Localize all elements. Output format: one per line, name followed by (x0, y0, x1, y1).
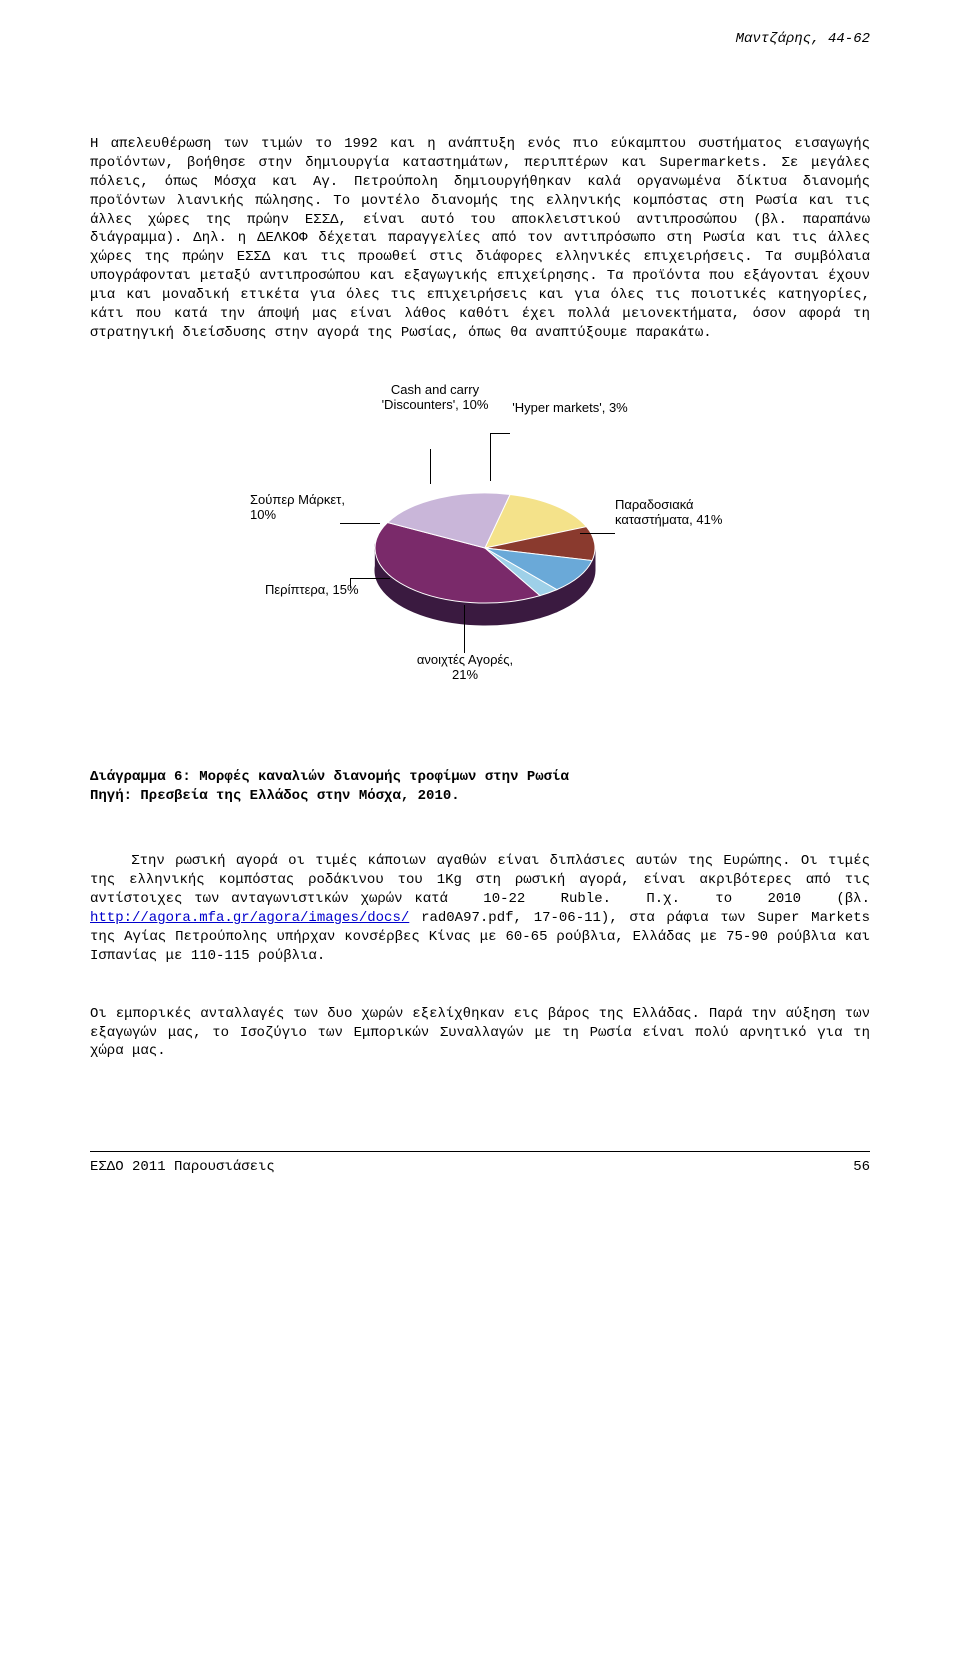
leader-line (350, 578, 390, 579)
leader-line (580, 533, 615, 534)
paragraph-2a: Στην ρωσική αγορά οι τιμές κάποιων αγαθώ… (90, 853, 878, 907)
chart-caption-title: Διάγραμμα 6: Μορφές καναλιών διανομής τρ… (90, 768, 870, 787)
running-header: Μαντζάρης, 44-62 (736, 30, 870, 49)
page: Μαντζάρης, 44-62 Η απελευθέρωση των τιμώ… (0, 0, 960, 1224)
leader-line (350, 578, 351, 588)
page-footer: ΕΣΔΟ 2011 Παρουσιάσεις 56 (90, 1151, 870, 1184)
paragraph-2: Στην ρωσική αγορά οι τιμές κάποιων αγαθώ… (90, 834, 870, 985)
source-link[interactable]: http://agora.mfa.gr/agora/images/docs/ (90, 910, 409, 926)
pie-label-traditional: Παραδοσιακά καταστήματα, 41% (615, 498, 755, 528)
leader-line (490, 433, 510, 434)
pie-label-open-markets: ανοιχτές Αγορές, 21% (405, 653, 525, 683)
pie-label-kiosks: Περίπτερα, 15% (265, 583, 375, 598)
pie-label-supermarket: Σούπερ Μάρκετ, 10% (250, 493, 360, 523)
chart-caption-source: Πηγή: Πρεσβεία της Ελλάδος στην Μόσχα, 2… (90, 787, 870, 806)
pie-label-discounters: Cash and carry 'Discounters', 10% (375, 383, 495, 413)
leader-line (490, 433, 491, 481)
footer-left: ΕΣΔΟ 2011 Παρουσιάσεις (90, 1158, 275, 1177)
pie-chart-canvas: Παραδοσιακά καταστήματα, 41% ανοιχτές Αγ… (220, 383, 740, 713)
paragraph-3: Οι εμπορικές ανταλλαγές των δυο χωρών εξ… (90, 1005, 870, 1062)
pie-chart: Παραδοσιακά καταστήματα, 41% ανοιχτές Αγ… (220, 383, 740, 713)
pie-label-hypermarkets: 'Hyper markets', 3% (510, 401, 630, 416)
leader-line (430, 449, 431, 484)
leader-line (464, 605, 465, 653)
pie-svg (365, 478, 605, 638)
paragraph-1: Η απελευθέρωση των τιμών το 1992 και η α… (90, 135, 870, 343)
footer-page-number: 56 (853, 1158, 870, 1177)
leader-line (340, 523, 380, 524)
